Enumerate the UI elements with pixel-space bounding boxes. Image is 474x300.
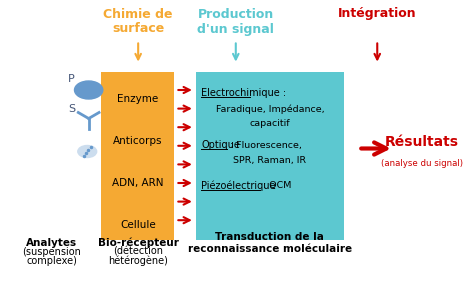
Text: Analytes: Analytes	[27, 238, 77, 248]
Text: S: S	[68, 104, 75, 115]
Text: Cellule: Cellule	[120, 220, 156, 230]
Circle shape	[78, 146, 97, 158]
Text: Anticorps: Anticorps	[113, 136, 163, 146]
Text: P: P	[68, 74, 75, 85]
Text: : QCM: : QCM	[260, 181, 291, 190]
Text: (détection: (détection	[113, 247, 163, 257]
Text: Chimie de
surface: Chimie de surface	[103, 8, 173, 35]
Text: Bio-récepteur: Bio-récepteur	[98, 238, 179, 248]
Text: Intégration: Intégration	[338, 8, 417, 20]
Text: Piézoélectrique: Piézoélectrique	[201, 180, 276, 191]
Text: (suspension: (suspension	[22, 247, 82, 257]
Text: Optique: Optique	[201, 140, 240, 150]
Text: Electrochimique :: Electrochimique :	[201, 88, 286, 98]
Text: capacitif: capacitif	[250, 119, 290, 128]
Text: Transduction de la
reconnaissance moléculaire: Transduction de la reconnaissance molécu…	[188, 232, 352, 254]
FancyBboxPatch shape	[196, 72, 344, 240]
Text: : Fluorescence,: : Fluorescence,	[228, 141, 302, 150]
FancyBboxPatch shape	[101, 72, 174, 240]
Text: SPR, Raman, IR: SPR, Raman, IR	[233, 156, 307, 165]
Text: ADN, ARN: ADN, ARN	[112, 178, 164, 188]
Text: Production
d'un signal: Production d'un signal	[197, 8, 274, 35]
Text: Faradique, Impédance,: Faradique, Impédance,	[216, 105, 324, 114]
Circle shape	[74, 81, 103, 99]
Text: complexe): complexe)	[27, 256, 77, 266]
Text: (analyse du signal): (analyse du signal)	[381, 159, 463, 168]
Text: Résultats: Résultats	[385, 136, 459, 149]
Text: Enzyme: Enzyme	[117, 94, 159, 104]
Text: hétérogène): hétérogène)	[108, 256, 168, 266]
